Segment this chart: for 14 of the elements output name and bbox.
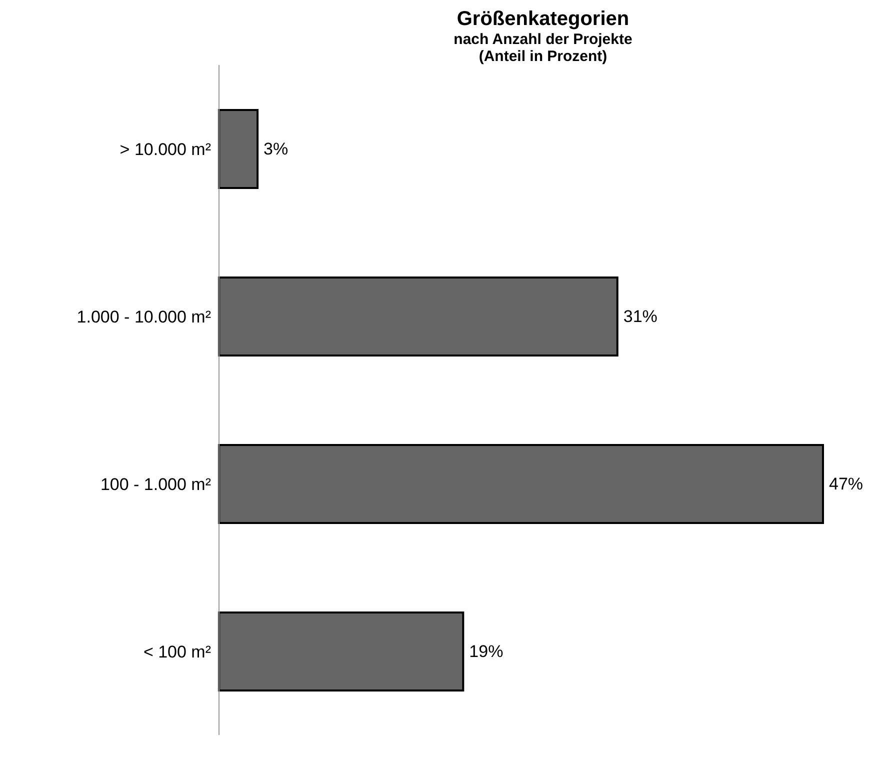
chart-subtitle: nach Anzahl der Projekte (Anteil in Prozent) <box>452 31 634 65</box>
data-label: 3% <box>264 140 288 158</box>
bar <box>218 612 464 692</box>
data-label: 19% <box>469 642 504 661</box>
y-tick-label: 1.000 - 10.000 m² <box>76 307 212 326</box>
y-tick-label: > 10.000 m² <box>120 140 212 159</box>
bar <box>218 444 824 524</box>
data-label: 31% <box>623 307 658 326</box>
bar <box>218 109 259 189</box>
data-label: 47% <box>829 474 864 494</box>
chart-title: Größenkategorien <box>456 8 630 31</box>
y-tick-label: 100 - 1.000 m² <box>100 474 212 494</box>
y-tick-label: < 100 m² <box>143 642 212 662</box>
bar <box>218 276 618 356</box>
